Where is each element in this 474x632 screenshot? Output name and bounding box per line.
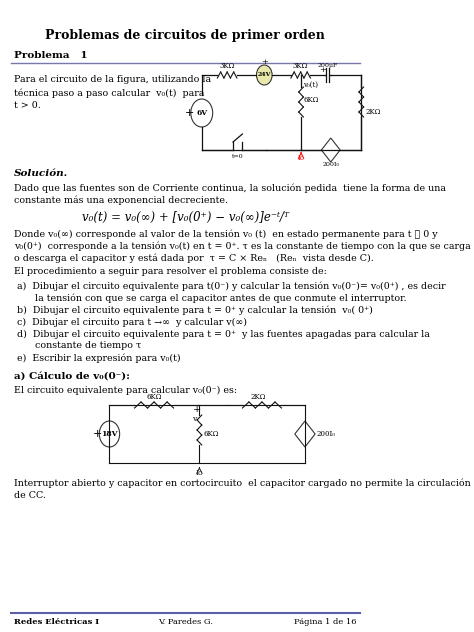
Text: Problemas de circuitos de primer orden: Problemas de circuitos de primer orden — [46, 30, 325, 42]
Text: constante de tiempo τ: constante de tiempo τ — [17, 341, 142, 351]
Text: d)  Dibujar el circuito equivalente para t = 0⁺  y las fuentes apagadas para cal: d) Dibujar el circuito equivalente para … — [17, 329, 430, 339]
Text: 3KΩ: 3KΩ — [219, 62, 235, 70]
Text: 18V: 18V — [101, 430, 118, 438]
Text: 2KΩ: 2KΩ — [365, 108, 381, 116]
Text: e)  Escribir la expresión para v₀(t): e) Escribir la expresión para v₀(t) — [17, 353, 181, 363]
Text: Problema   1: Problema 1 — [14, 51, 88, 61]
Text: +: + — [184, 108, 194, 118]
Text: Donde v₀(∞) corresponde al valor de la tensión v₀ (t)  en estado permanente para: Donde v₀(∞) corresponde al valor de la t… — [14, 229, 438, 239]
Text: b)  Dibujar el circuito equivalente para t = 0⁺ y calcular la tensión  v₀( 0⁺): b) Dibujar el circuito equivalente para … — [17, 305, 373, 315]
Text: V. Paredes G.: V. Paredes G. — [158, 618, 213, 626]
Text: t=0: t=0 — [232, 154, 244, 159]
Text: Página 1 de 16: Página 1 de 16 — [294, 618, 356, 626]
Text: Dado que las fuentes son de Corriente continua, la solución pedida  tiene la for: Dado que las fuentes son de Corriente co… — [14, 183, 446, 193]
Circle shape — [191, 99, 213, 127]
Text: El procedimiento a seguir para resolver el problema consiste de:: El procedimiento a seguir para resolver … — [14, 267, 327, 277]
Text: Iᴄ: Iᴄ — [298, 154, 304, 162]
Text: Solución.: Solución. — [14, 169, 68, 178]
Text: v₀(t): v₀(t) — [303, 81, 319, 89]
Text: a) Cálculo de v₀(0⁻):: a) Cálculo de v₀(0⁻): — [14, 372, 130, 380]
Text: 200I₀: 200I₀ — [317, 430, 336, 438]
Text: +: + — [261, 58, 268, 66]
Text: Redes Eléctricas I: Redes Eléctricas I — [14, 618, 99, 626]
Text: técnica paso a paso calcular  v₀(t)  para: técnica paso a paso calcular v₀(t) para — [14, 88, 204, 98]
Text: 6KΩ: 6KΩ — [146, 393, 162, 401]
Text: 200I₀: 200I₀ — [322, 162, 339, 167]
Text: 24V: 24V — [257, 73, 271, 78]
Text: 3KΩ: 3KΩ — [292, 62, 308, 70]
Text: +: + — [319, 66, 327, 74]
Text: +: + — [93, 429, 102, 439]
Text: 6KΩ: 6KΩ — [203, 430, 219, 438]
Text: Iᴄ: Iᴄ — [196, 469, 203, 477]
Text: o descarga el capacitor y está dada por  τ = C × Reₙ   (Reₙ  vista desde C).: o descarga el capacitor y está dada por … — [14, 253, 374, 263]
Text: v: v — [192, 415, 196, 423]
Text: v₀(t) = v₀(∞) + [v₀(0⁺) − v₀(∞)]e⁻ᵗ/ᵀ: v₀(t) = v₀(∞) + [v₀(0⁺) − v₀(∞)]e⁻ᵗ/ᵀ — [82, 210, 289, 224]
Text: 200μF: 200μF — [318, 63, 338, 68]
Text: la tensión con que se carga el capacitor antes de que conmute el interruptor.: la tensión con que se carga el capacitor… — [17, 293, 407, 303]
Text: t > 0.: t > 0. — [14, 102, 41, 111]
Text: 6V: 6V — [196, 109, 207, 117]
Text: El circuito equivalente para calcular v₀(0⁻) es:: El circuito equivalente para calcular v₀… — [14, 386, 237, 394]
Text: de CC.: de CC. — [14, 490, 46, 499]
Text: Para el circuito de la figura, utilizando la: Para el circuito de la figura, utilizand… — [14, 75, 211, 85]
Text: 2KΩ: 2KΩ — [250, 393, 266, 401]
Circle shape — [256, 65, 272, 85]
Text: c)  Dibujar el circuito para t →∞  y calcular v(∞): c) Dibujar el circuito para t →∞ y calcu… — [17, 317, 247, 327]
Text: 6KΩ: 6KΩ — [303, 96, 319, 104]
Text: +: + — [193, 404, 201, 413]
Circle shape — [100, 421, 119, 447]
Text: constante más una exponencial decreciente.: constante más una exponencial decrecient… — [14, 195, 228, 205]
Text: v₀(0⁺)  corresponde a la tensión v₀(t) en t = 0⁺. τ es la constante de tiempo co: v₀(0⁺) corresponde a la tensión v₀(t) en… — [14, 241, 471, 251]
Text: Interruptor abierto y capacitor en cortocircuito  el capacitor cargado no permit: Interruptor abierto y capacitor en corto… — [14, 478, 471, 488]
Text: a)  Dibujar el circuito equivalente para t(0⁻) y calcular la tensión v₀(0⁻)= v₀(: a) Dibujar el circuito equivalente para … — [17, 281, 446, 291]
